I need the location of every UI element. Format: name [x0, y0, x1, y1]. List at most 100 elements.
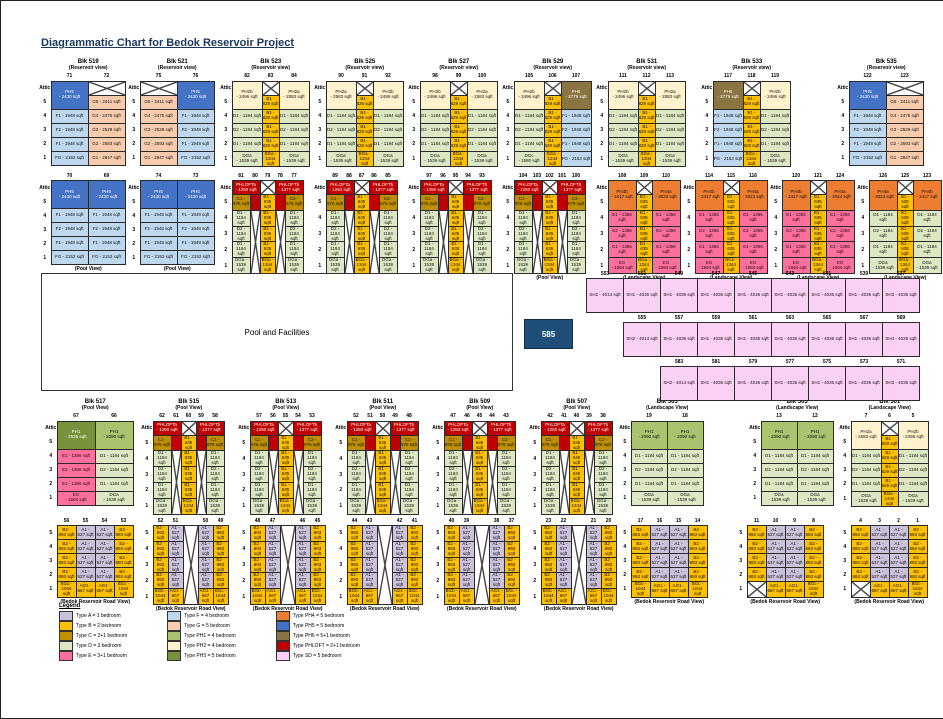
floor-label: 4 — [705, 113, 709, 120]
unit-cell: B1 -829 sqft — [880, 434, 899, 450]
unit-cell: A1 -527 sqft — [555, 572, 572, 590]
unit-cell: B1 -635 sqft — [447, 209, 464, 227]
floor-label: 4 — [436, 546, 440, 553]
unit-cell: D1 -1184 sqft — [419, 241, 439, 259]
building-block-bb515: Blk 515 (Pool View) 62 61 60 59 58 Attic PHLOFTa… — [141, 399, 225, 515]
floor-label: 5 — [242, 530, 246, 537]
stack-number: 47 — [450, 413, 456, 420]
unit-cell: PH6- 2779 sqft — [712, 80, 744, 110]
unit-cell: BGa -1344 sqft — [353, 257, 370, 275]
unit-cell: A1 -527 sqft — [361, 556, 378, 574]
unit-cell: B1 -635 sqft — [277, 450, 294, 468]
building-block-b519: Blk 519 (Reservoir view) 71 72 Attic PH5- 243… — [39, 59, 126, 166]
floor-label: 4 — [43, 212, 47, 219]
floor-label: 4 — [533, 455, 537, 462]
legend-swatch — [275, 631, 290, 641]
crossed-unit — [249, 209, 261, 275]
unit-cell: DGa - 1539 sqft — [94, 490, 134, 506]
stack-number: 5 — [911, 413, 915, 420]
floor-label: 5 — [49, 439, 53, 446]
unit-grid: 122 123 Attic PH5- 2430 sqft 5 G5 - 2411 sqft… — [837, 72, 924, 166]
unit-cell: DGa -1539 sqft — [284, 257, 304, 275]
stack-number: 88 — [346, 172, 352, 179]
floor-label: 3 — [132, 226, 136, 233]
unit-grid: 47 46 45 44 43 Attic PHLOFTa - 1250 sqft PHLOFTb… — [432, 412, 516, 515]
unit-cell: A1 -527 sqft — [488, 525, 505, 542]
floor-label: 5 — [841, 99, 845, 106]
block-header: Blk 515 (Pool View) — [141, 399, 225, 412]
block-view-footer: (Bedok Reservoir Road View) — [155, 606, 226, 613]
crossed-unit — [274, 209, 286, 275]
legend-swatch — [275, 621, 290, 631]
floor-label: Attic — [837, 85, 849, 92]
unit-cell: DGa -1539 sqft — [419, 257, 439, 275]
legend-swatch — [59, 641, 73, 651]
building-block-r2b: 74 73 Attic PH5- 2430 sqft PH5- 2430 sqft 5 4 F… — [128, 171, 215, 272]
floor-label: 5 — [318, 199, 322, 206]
unit-cell: D2 - 1184 sqft — [630, 462, 668, 478]
unit-cell: B2 -893 sqft — [443, 556, 460, 574]
unit-cell: B1 -829 sqft — [355, 108, 374, 124]
stack-number: 581 — [711, 358, 721, 365]
unit-cell: PH2b - 2496 sqft — [231, 80, 263, 110]
unit-cell: AG1 -667 sqft — [75, 581, 96, 598]
floor-label: 5 — [705, 99, 709, 106]
unit-cell: B2 -893 sqft — [346, 525, 363, 542]
unit-cell: B2 -893 sqft — [152, 525, 169, 542]
unit-cell: SH1 - 4036 sqft — [697, 366, 735, 401]
stack-number: 4 — [859, 517, 862, 524]
unit-cell: B1 -635 sqft — [277, 466, 294, 484]
stack-number: 23 — [545, 517, 552, 524]
stack-number: 15 — [675, 517, 682, 524]
unit-cell: EG - 1594 sqft — [651, 257, 681, 275]
unit-cell: D2 -1184 sqft — [284, 225, 304, 243]
unit-cell — [195, 434, 207, 452]
floor-label: Attic — [39, 184, 51, 191]
unit-cell: A1 -527 sqft — [264, 572, 281, 590]
unit-cell: F1 - 1948 sqft — [560, 108, 592, 124]
unit-cell: D1 - 1184 sqft — [278, 108, 310, 124]
unit-cell — [461, 434, 473, 452]
floor-label: 5 — [774, 199, 778, 206]
block-view-label: (Reservoir view) — [439, 64, 479, 71]
unit-cell: D1 - 1184 sqft — [278, 136, 310, 152]
floor-label: 4 — [436, 455, 440, 462]
block-view-footer: (Bedok Reservoir Road View) — [252, 606, 323, 613]
unit-cell — [368, 194, 380, 211]
unit-cell: D2 - 1184 sqft — [325, 122, 357, 138]
unit-cell: F2 - 1948 sqft — [87, 222, 126, 237]
stack-number: 557 — [674, 314, 684, 321]
unit-cell: F1 - 1948 sqft — [87, 208, 126, 223]
unit-cell: PH2b - 2496 sqft — [419, 80, 451, 110]
unit-cell: E1 - 1356 sqft — [825, 209, 855, 227]
unit-cell: G5 - 2411 sqft — [139, 94, 178, 110]
floor-label: 5 — [687, 199, 691, 206]
unit-grid: 90 91 92 Attic PH2a - 2583 sqft PH2b - 2496 sqf… — [314, 72, 404, 168]
stack-number: 49 — [217, 517, 224, 524]
unit-cell: B1 -635 sqft — [722, 225, 740, 243]
block-header: Blk 503 (Landscape View) — [749, 399, 834, 412]
unit-cell: D2 -1184 sqft — [346, 466, 366, 484]
unit-cell: B1 -635 sqft — [353, 194, 370, 211]
block-title: Blk 515 — [178, 399, 200, 405]
floor-label: 4 — [843, 453, 847, 460]
legend-label: Type PH3 = 5 bedroom — [184, 653, 236, 659]
unit-cell: D1 - 1184 sqft — [759, 108, 791, 124]
unit-cell: PH1- 2090 sqft — [666, 420, 704, 450]
stack-number: 123 — [900, 73, 909, 80]
legend-title: Legend — [59, 603, 81, 609]
stack-number: 50 — [379, 413, 386, 420]
unit-cell: EG - 1594 sqft — [694, 257, 724, 275]
unit-cell: PHLOFTb - 1377 sqft — [583, 420, 613, 436]
unit-cell: A1 -527 sqft — [75, 567, 96, 582]
unit-cell: B1 -635 sqft — [259, 194, 276, 211]
crossed-unit — [722, 180, 740, 195]
legend-label: Type SD = 5 bedroom — [292, 653, 342, 659]
building-block-rg503: 11 10 9 8 5 B2 -893 sqft A1 -527 sqft A1 -527 s… — [735, 516, 824, 605]
unit-cell: D2 -1184 sqft — [443, 466, 463, 484]
unit-grid: 114 115 116 Attic PH4b - 2417 sqft PH4a - 3024 … — [683, 171, 768, 275]
stack-number: 99 — [455, 73, 462, 80]
unit-cell: A1 -527 sqft — [94, 553, 115, 568]
unit-cell: DGa - 1539 sqft — [372, 150, 404, 168]
